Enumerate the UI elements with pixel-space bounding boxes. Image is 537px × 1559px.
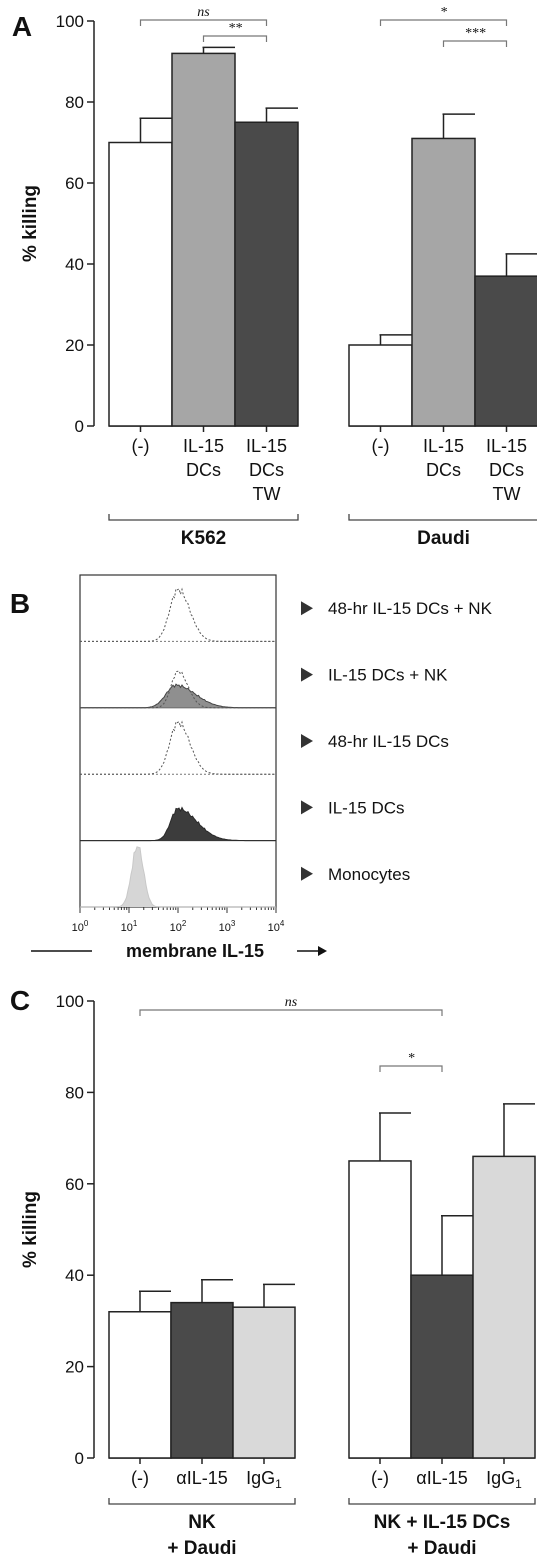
sig-a-1star-label: *: [440, 5, 447, 20]
histogram-dotted: [80, 587, 276, 642]
legend-label: 48-hr IL-15 DCs: [328, 732, 449, 751]
sig-a-ns-bracket: [139, 19, 268, 26]
x-tick-label: DCs: [426, 460, 461, 480]
group-label: + Daudi: [167, 1538, 236, 1559]
x-axis-label: membrane IL-15: [126, 941, 264, 961]
y-tick-label: 20: [65, 336, 84, 355]
legend-label: 48-hr IL-15 DCs + NK: [328, 599, 493, 618]
panel-letter-a: A: [12, 11, 32, 42]
sig-a-2star-label: **: [228, 21, 242, 36]
y-tick-label: 80: [65, 1083, 84, 1102]
sig-a-2star-bracket: [202, 35, 268, 42]
x-tick-label: IgG1: [486, 1468, 522, 1491]
sig-c-ns-label: ns: [285, 995, 298, 1010]
group-label: Daudi: [417, 528, 470, 549]
legend-arrow-marker: [301, 667, 313, 682]
x-tick-label: IL-15: [183, 436, 224, 456]
x-tick-label: 103: [219, 919, 236, 934]
legend-arrow-marker: [301, 734, 313, 748]
y-tick-label: 60: [65, 1175, 84, 1194]
y-tick-label: 40: [65, 1266, 84, 1285]
panel-letter-c: C: [10, 985, 30, 1016]
histogram-filled-mid: [80, 683, 276, 709]
x-tick-label: (-): [131, 1468, 149, 1488]
bar: [348, 344, 413, 427]
sig-c-1star-bracket: [379, 1065, 443, 1072]
histogram-filled-dark: [80, 806, 276, 842]
y-tick-label: 0: [75, 1449, 84, 1468]
sig-a-1star-bracket: [379, 19, 508, 26]
histogram-filled-light: [80, 846, 276, 908]
legend-label: Monocytes: [328, 865, 410, 884]
bar: [108, 1311, 172, 1459]
y-tick-label: 40: [65, 255, 84, 274]
x-tick-label: 104: [268, 919, 285, 934]
y-tick-label: 100: [56, 12, 84, 31]
x-tick-label: 100: [72, 919, 89, 934]
y-tick-label: 0: [75, 417, 84, 436]
histogram-overlay-dotted: [80, 670, 276, 709]
group-bracket: [348, 1498, 536, 1505]
bar: [410, 1274, 474, 1459]
legend-arrow-marker: [301, 601, 313, 616]
x-tick-label: IL-15: [246, 436, 287, 456]
y-axis-label: % killing: [20, 185, 41, 262]
x-tick-label: IL-15: [486, 436, 527, 456]
x-tick-label: (-): [371, 1468, 389, 1488]
bar: [170, 1301, 234, 1459]
x-tick-label: αIL-15: [176, 1468, 227, 1488]
group-label: NK + IL-15 DCs: [374, 1512, 511, 1533]
legend-arrow-marker: [301, 800, 313, 815]
bar: [472, 1155, 536, 1459]
legend-label: IL-15 DCs + NK: [328, 666, 448, 685]
group-bracket: [108, 514, 299, 521]
group-bracket: [108, 1498, 296, 1505]
bar: [348, 1160, 412, 1459]
sig-a-ns-label: ns: [197, 5, 210, 20]
x-label-arrowhead: [318, 946, 327, 956]
legend-label: IL-15 DCs: [328, 798, 405, 817]
x-tick-label: IgG1: [246, 1468, 282, 1491]
group-bracket: [348, 514, 537, 521]
bar: [232, 1306, 296, 1459]
x-tick-label: (-): [132, 436, 150, 456]
x-tick-label: DCs: [186, 460, 221, 480]
x-tick-label: TW: [253, 484, 281, 504]
sig-a-3star-bracket: [442, 40, 508, 47]
x-tick-label: αIL-15: [416, 1468, 467, 1488]
flow-plot-frame: [79, 574, 277, 908]
histogram-dotted: [80, 720, 276, 775]
x-tick-label: (-): [372, 436, 390, 456]
x-tick-label: DCs: [489, 460, 524, 480]
sig-c-1star-label: *: [408, 1051, 415, 1066]
sig-a-3star-label: ***: [465, 26, 486, 41]
x-tick-label: DCs: [249, 460, 284, 480]
x-tick-label: 102: [170, 919, 187, 934]
y-tick-label: 20: [65, 1358, 84, 1377]
sig-c-ns-bracket: [139, 1009, 443, 1016]
y-tick-label: 100: [56, 992, 84, 1011]
panel-letter-b: B: [10, 588, 30, 619]
bar: [171, 52, 236, 427]
group-label: NK: [188, 1512, 216, 1533]
x-tick-label: IL-15: [423, 436, 464, 456]
y-axis-label: % killing: [20, 1191, 41, 1268]
bar: [411, 137, 476, 427]
group-label: + Daudi: [407, 1538, 476, 1559]
y-tick-label: 80: [65, 93, 84, 112]
x-tick-label: TW: [493, 484, 521, 504]
bar: [234, 121, 299, 427]
legend-arrow-marker: [301, 866, 313, 881]
bar: [474, 275, 537, 427]
group-label: K562: [181, 528, 226, 549]
x-tick-label: 101: [121, 919, 138, 934]
y-tick-label: 60: [65, 174, 84, 193]
bar: [108, 141, 173, 427]
